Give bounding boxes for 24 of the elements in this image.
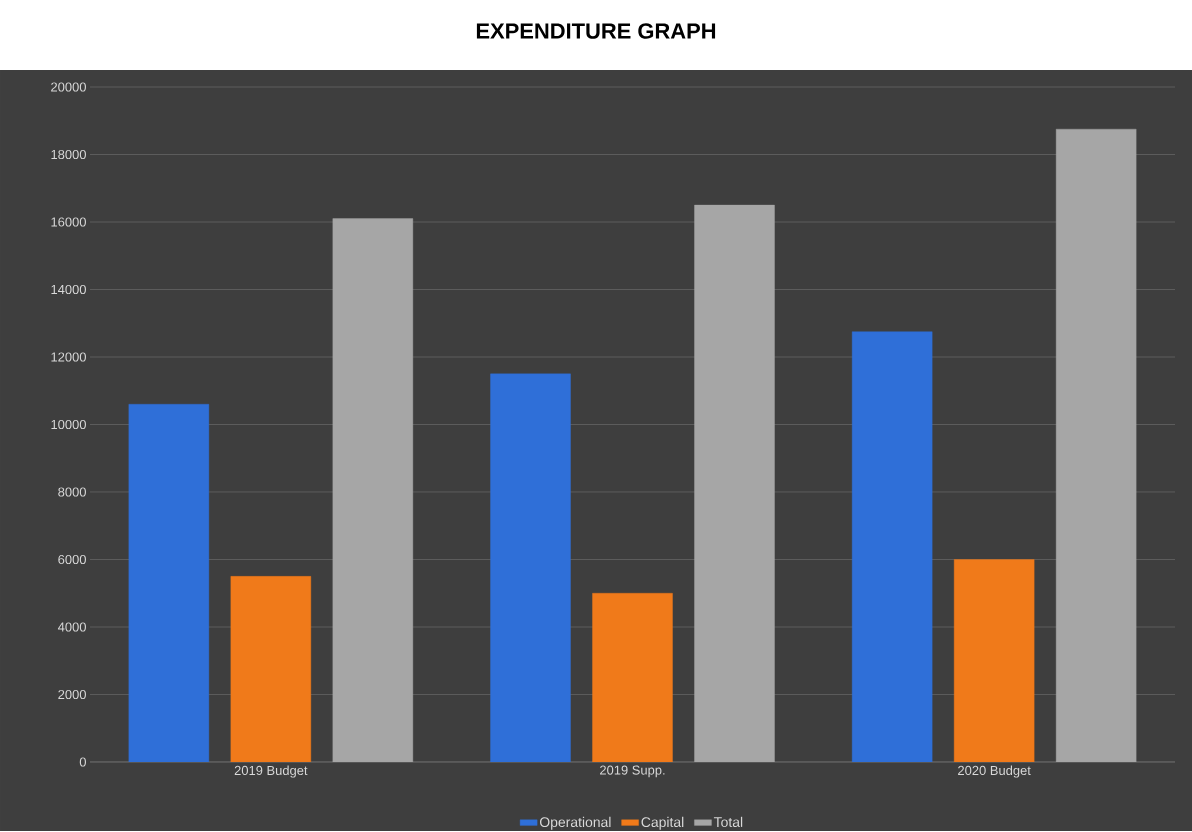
- y-tick-label: 16000: [51, 217, 86, 227]
- y-tick-label: 10000: [51, 419, 86, 429]
- bar: [592, 592, 673, 762]
- legend-label: Capital: [641, 816, 684, 830]
- legend-label: Operational: [539, 816, 611, 830]
- y-tick-label: 14000: [51, 284, 86, 294]
- chart-title: EXPENDITURE GRAPH: [476, 23, 716, 39]
- y-tick-label: 18000: [51, 149, 86, 159]
- y-tick-label: 0: [79, 757, 86, 767]
- legend-label: Total: [713, 816, 743, 827]
- y-tick-label: 2000: [58, 689, 86, 699]
- y-tick-label: 8000: [58, 487, 86, 497]
- y-tick-label: 4000: [57, 622, 86, 632]
- bar: [953, 559, 1035, 762]
- bar: [128, 403, 210, 762]
- bar: [230, 575, 312, 762]
- x-tick-label: 2019 Budget: [234, 765, 308, 778]
- y-tick-label: 6000: [58, 554, 86, 564]
- y-tick-label: 12000: [51, 352, 86, 362]
- bar: [851, 331, 933, 762]
- bar: [490, 373, 571, 762]
- x-tick-label: 2020 Budget: [958, 765, 1031, 778]
- y-tick-label: 20000: [51, 82, 86, 92]
- x-tick-label: 2019 Supp.: [600, 765, 665, 778]
